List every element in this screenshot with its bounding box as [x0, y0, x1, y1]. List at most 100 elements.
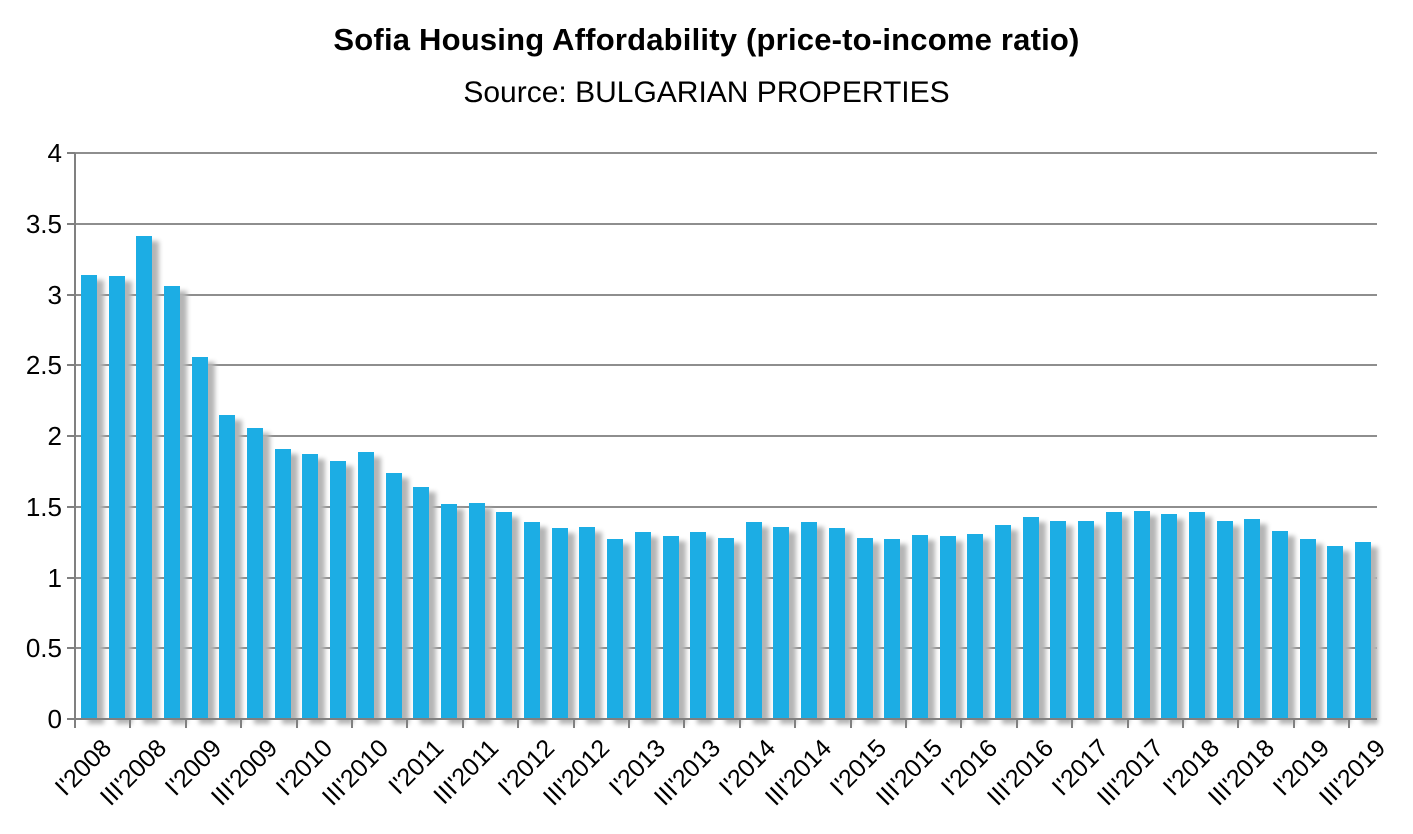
x-axis-tick	[849, 719, 852, 728]
bar	[662, 536, 679, 719]
y-gridline	[75, 152, 1377, 154]
x-axis-tick	[1071, 719, 1074, 728]
bar	[219, 414, 236, 719]
bar	[108, 276, 125, 719]
bar	[939, 536, 956, 719]
bar	[1050, 520, 1067, 719]
bar	[496, 512, 513, 719]
x-axis-tick	[1237, 719, 1240, 728]
chart-subtitle: Source: BULGARIAN PROPERTIES	[463, 76, 950, 109]
y-axis-tick	[67, 222, 75, 225]
x-axis-tick	[905, 719, 908, 728]
y-axis-tick-label: 4	[47, 138, 62, 168]
bar	[136, 236, 153, 719]
y-gridline	[75, 435, 1377, 437]
y-gridline	[75, 505, 1377, 508]
x-axis-tick	[683, 719, 686, 728]
bar	[524, 522, 541, 719]
x-axis-tick	[129, 719, 132, 728]
bar	[828, 527, 845, 719]
x-axis-tick	[461, 719, 464, 728]
bar	[1299, 539, 1316, 719]
x-axis-tick	[406, 719, 409, 728]
bar	[440, 503, 457, 719]
bar	[413, 486, 430, 719]
bar	[1244, 519, 1261, 719]
y-axis-tick	[67, 435, 75, 437]
y-axis-line	[74, 153, 76, 728]
y-axis-tick	[67, 718, 75, 720]
y-axis-tick-label: 3	[47, 279, 62, 310]
y-axis-tick-label: 1	[47, 562, 62, 593]
x-axis-tick	[517, 719, 520, 728]
x-axis-line	[75, 718, 1377, 720]
bar	[718, 537, 734, 719]
bar	[163, 286, 180, 719]
x-axis-tick	[738, 719, 741, 728]
y-axis-tick-label: 2.5	[25, 350, 62, 381]
bar	[995, 525, 1012, 719]
bar	[911, 535, 928, 719]
y-axis-tick	[67, 364, 75, 367]
x-axis-tick	[794, 719, 797, 728]
y-axis-tick	[67, 152, 75, 154]
x-axis-tick	[74, 719, 76, 728]
bar	[330, 461, 347, 719]
bar	[801, 522, 818, 719]
bar	[468, 502, 485, 719]
bar	[967, 533, 984, 719]
y-gridline	[75, 293, 1377, 296]
x-axis-tick	[240, 719, 243, 728]
x-axis-tick	[1126, 719, 1129, 728]
bar	[856, 537, 873, 719]
x-axis-tick	[1015, 719, 1018, 728]
bar	[1188, 512, 1205, 719]
bar	[1105, 512, 1122, 719]
x-axis-tick	[1348, 719, 1351, 728]
y-axis-tick	[67, 505, 75, 508]
bar	[607, 539, 624, 719]
bar	[191, 356, 208, 719]
bar	[773, 526, 790, 719]
bar	[690, 532, 707, 719]
x-axis-tick	[295, 719, 298, 728]
bar	[1355, 542, 1372, 719]
bar	[1272, 530, 1289, 719]
bar	[1327, 546, 1344, 719]
y-axis-tick-label: 0.5	[25, 633, 62, 664]
bar	[302, 454, 319, 719]
bar	[1216, 520, 1233, 719]
y-axis-tick	[67, 576, 75, 579]
x-axis-tick	[572, 719, 575, 728]
bar	[884, 539, 901, 719]
bar	[1133, 510, 1150, 719]
y-gridline	[75, 364, 1377, 367]
bar	[1161, 513, 1178, 719]
bar	[634, 532, 651, 719]
chart-title: Sofia Housing Affordability (price-to-in…	[333, 22, 1080, 57]
x-axis-tick	[351, 719, 354, 728]
x-axis-tick	[628, 719, 631, 728]
y-axis-tick-label: 2	[47, 421, 62, 451]
y-axis-tick-label: 3.5	[25, 208, 62, 239]
x-axis-tick	[1292, 719, 1295, 728]
bar	[274, 448, 291, 719]
bar	[745, 522, 762, 719]
y-axis-tick-label: 0	[47, 704, 62, 734]
bar	[1078, 520, 1095, 719]
y-gridline	[75, 222, 1377, 225]
bar	[551, 527, 568, 719]
bar	[80, 274, 97, 719]
bar	[579, 526, 596, 719]
bar	[385, 472, 402, 719]
bar	[357, 451, 374, 719]
bar	[1022, 516, 1039, 719]
bar	[247, 427, 264, 719]
x-axis-tick	[184, 719, 187, 728]
y-axis-tick	[67, 647, 75, 650]
y-axis-tick	[67, 293, 75, 296]
y-axis-tick-label: 1.5	[25, 491, 62, 522]
x-axis-tick	[1182, 719, 1185, 728]
x-axis-tick	[960, 719, 963, 728]
